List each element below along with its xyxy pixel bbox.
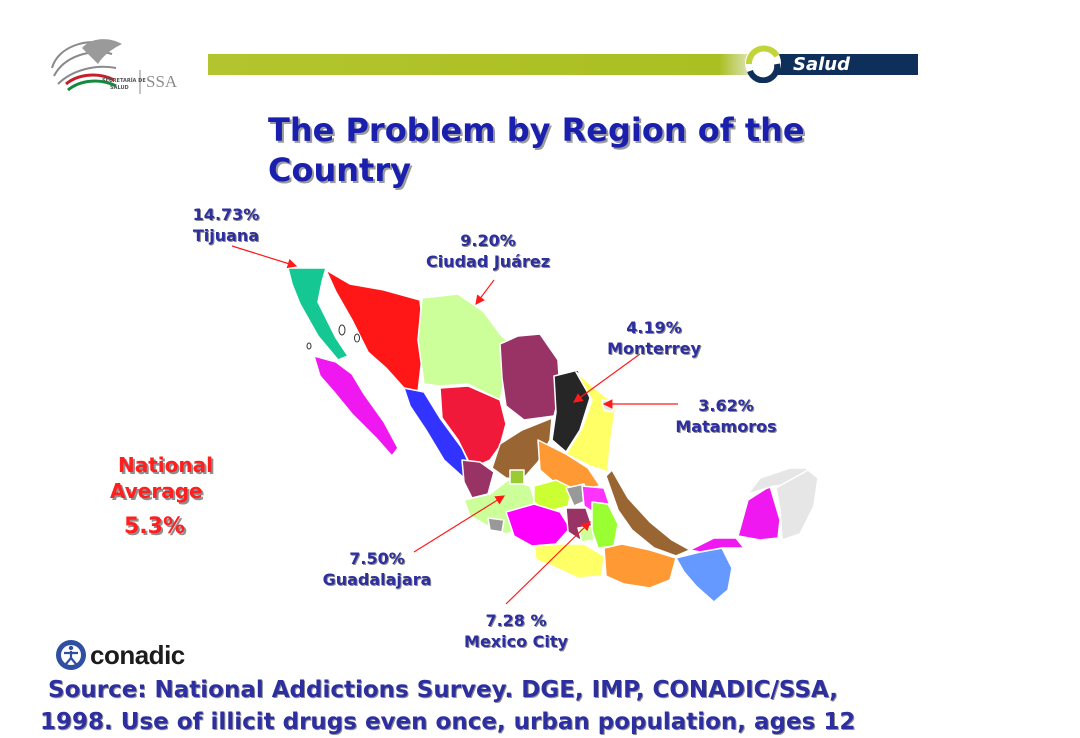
region-tabasco <box>689 537 745 553</box>
header-bar <box>208 54 918 75</box>
average-label: Average <box>110 479 203 503</box>
arrow-guadalajara <box>413 495 506 553</box>
label-monterrey: 4.19% Monterrey <box>594 317 714 359</box>
percent-monterrey: 4.19% <box>626 318 682 337</box>
region-guanajuato <box>533 479 573 513</box>
region-michoacan <box>505 503 571 547</box>
region-oaxaca <box>603 543 677 589</box>
salud-label: Salud <box>793 54 850 75</box>
city-monterrey: Monterrey <box>607 339 701 358</box>
label-ciudad-juarez: 9.20% Ciudad Juárez <box>406 230 570 272</box>
region-colima <box>487 517 505 533</box>
source-note: Source: National Addictions Survey. DGE,… <box>40 674 1060 738</box>
source-line-1: Source: National Addictions Survey. DGE,… <box>48 677 838 703</box>
percent-tijuana: 14.73% <box>192 205 260 224</box>
national-label: National <box>118 453 213 477</box>
callout-arrows <box>231 245 678 605</box>
region-baja-california <box>287 267 349 361</box>
city-tijuana: Tijuana <box>192 226 260 245</box>
conadic-logo: conadic <box>55 638 185 672</box>
arrow-ciudad-juarez <box>475 279 495 305</box>
region-quintana-roo <box>775 469 819 541</box>
arrow-mexico-city <box>505 521 591 605</box>
conadic-figure-icon <box>56 640 86 670</box>
label-tijuana: 14.73% Tijuana <box>166 204 286 246</box>
salud-logo <box>741 42 919 84</box>
ssa-label: SSA <box>146 72 178 91</box>
region-baja-california-sur <box>313 355 399 457</box>
secretaria-de-salud-logo: SECRETARÍA DE SALUD SSA <box>44 34 178 102</box>
percent-ciudad-juarez: 9.20% <box>460 231 516 250</box>
city-mexico-city: Mexico City <box>464 632 568 651</box>
percent-guadalajara: 7.50% <box>349 549 405 568</box>
label-mexico-city: 7.28 % Mexico City <box>446 610 586 652</box>
city-matamoros: Matamoros <box>675 417 777 436</box>
conadic-label: conadic <box>90 639 185 670</box>
arrow-monterrey <box>573 353 641 403</box>
secretaria-label: SECRETARÍA DE <box>102 78 146 84</box>
city-guadalajara: Guadalajara <box>322 570 432 589</box>
percent-matamoros: 3.62% <box>698 396 754 415</box>
region-zacatecas <box>491 417 553 481</box>
page-title: The Problem by Region of the Country <box>268 111 805 189</box>
region-aguascalientes <box>509 469 525 485</box>
source-line-2: 1998. Use of illicit drugs even once, ur… <box>40 709 856 735</box>
arrow-tijuana <box>231 245 298 269</box>
label-matamoros: 3.62% Matamoros <box>666 395 786 437</box>
city-ciudad-juarez: Ciudad Juárez <box>425 252 551 271</box>
region-tamaulipas <box>565 371 617 473</box>
national-average-value: 5.3% <box>124 514 186 539</box>
mexico-map <box>287 267 819 603</box>
label-guadalajara: 7.50% Guadalajara <box>310 548 444 590</box>
region-durango <box>439 385 507 469</box>
percent-mexico-city: 7.28 % <box>485 611 547 630</box>
eagle-seal-icon <box>51 39 141 94</box>
salud-swirl-icon <box>745 45 781 84</box>
salud-small-label: SALUD <box>110 85 129 91</box>
